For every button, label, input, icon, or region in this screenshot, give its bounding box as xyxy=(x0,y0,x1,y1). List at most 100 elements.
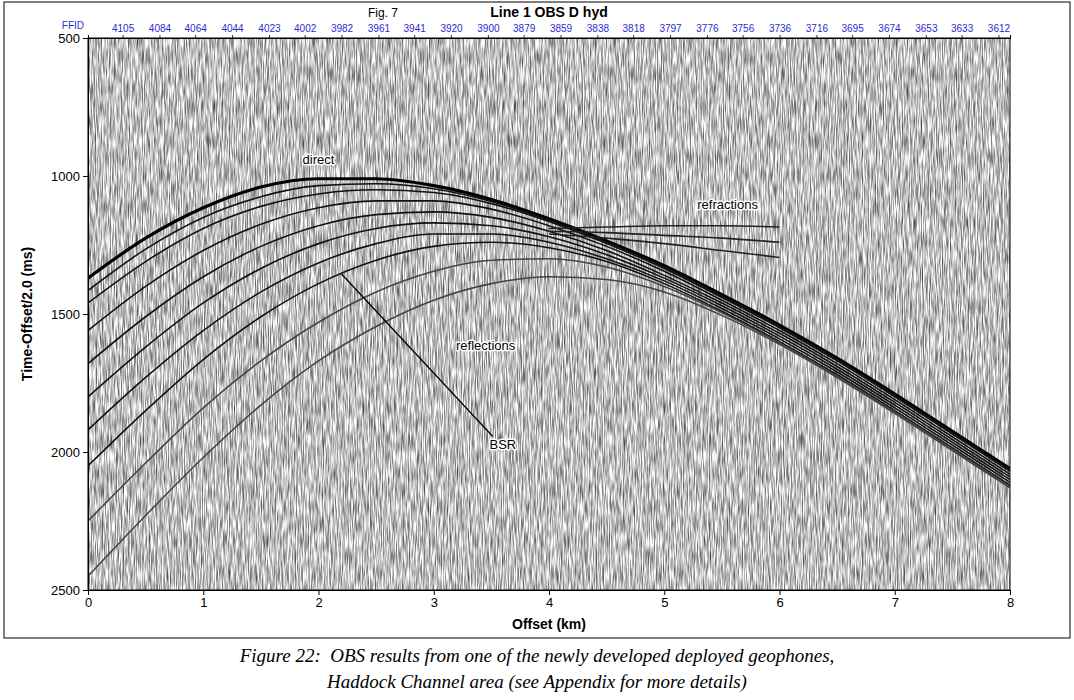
y-tick: 1000 xyxy=(51,169,88,184)
ffid-tick: 3674 xyxy=(878,23,901,38)
y-tick-label: 1500 xyxy=(51,307,80,322)
x-tick-label: 6 xyxy=(776,595,783,610)
ffid-tick-label: 3756 xyxy=(732,23,755,34)
y-tick: 500 xyxy=(58,31,88,46)
ffid-tick-label: 3797 xyxy=(659,23,682,34)
ffid-tick: 3797 xyxy=(659,23,682,38)
ffid-tick-label: 4064 xyxy=(185,23,208,34)
ffid-tick: 3653 xyxy=(915,23,938,38)
ffid-tick: 4084 xyxy=(149,23,172,38)
title: Line 1 OBS D hyd xyxy=(490,4,607,20)
ffid-tick-label: 3776 xyxy=(696,23,719,34)
ffid-tick: 3716 xyxy=(806,23,829,38)
seismic-event xyxy=(88,259,1010,521)
ffid-tick-label: 4044 xyxy=(221,23,244,34)
ffid-tick: 3920 xyxy=(440,23,463,38)
seismic-event xyxy=(88,212,1010,477)
x-tick-label: 5 xyxy=(661,595,668,610)
x-tick: 3 xyxy=(431,590,438,610)
ffid-tick-label: 3818 xyxy=(623,23,646,34)
ffid-tick-label: 3941 xyxy=(404,23,427,34)
events xyxy=(88,179,1010,576)
ffid-tick-label: 3859 xyxy=(550,23,573,34)
caption-line: Figure 22: OBS results from one of the n… xyxy=(239,645,835,666)
seismic-event xyxy=(88,223,1010,480)
x-tick: 5 xyxy=(661,590,668,610)
ffid-tick: 4064 xyxy=(185,23,208,38)
ffid-tick-label: 4105 xyxy=(112,23,135,34)
figure: 0123456785001000150020002500410540844064… xyxy=(0,0,1074,700)
ffid-tick-label: 3900 xyxy=(477,23,500,34)
ffid-tick: 4105 xyxy=(112,23,135,38)
x-tick-label: 4 xyxy=(546,595,553,610)
x-axis-title: Offset (km) xyxy=(512,616,586,632)
ffid-tick: 3941 xyxy=(404,23,427,38)
figure-label: Fig. 7 xyxy=(368,6,398,20)
ffid-tick-label: 3653 xyxy=(915,23,938,34)
x-tick: 7 xyxy=(892,590,899,610)
annotation: direct xyxy=(303,152,335,167)
x-tick-label: 3 xyxy=(431,595,438,610)
y-axis: 500 1000 1500 2000 2500 xyxy=(51,31,88,598)
y-tick: 2500 xyxy=(51,583,88,598)
seismic-event xyxy=(88,277,1010,576)
ffid-tick-label: 3633 xyxy=(951,23,974,34)
x-tick: 2 xyxy=(315,590,322,610)
ffid-tick-label: 4084 xyxy=(149,23,172,34)
caption-line: Haddock Channel area (see Appendix for m… xyxy=(326,671,747,693)
ffid-tick: 3982 xyxy=(331,23,354,38)
y-tick: 2000 xyxy=(51,445,88,460)
ffid-tick: 3879 xyxy=(513,23,536,38)
ffid-tick: 3633 xyxy=(951,23,974,38)
ffid-tick: 3838 xyxy=(587,23,610,38)
y-tick-mark xyxy=(83,314,88,315)
x-tick-label: 2 xyxy=(315,595,322,610)
leader-line xyxy=(342,274,493,436)
seismic-event xyxy=(549,226,780,229)
ffid-tick-label: 3716 xyxy=(806,23,829,34)
ffid-tick: 3900 xyxy=(477,23,500,38)
seismic-event xyxy=(549,234,780,257)
y-tick-label: 2000 xyxy=(51,445,80,460)
ffid-tick-label: 3879 xyxy=(513,23,536,34)
ffid-tick: 4002 xyxy=(294,23,317,38)
ffid-tick: 3756 xyxy=(732,23,755,38)
ffid-tick: 3612 xyxy=(988,23,1011,38)
noise-background xyxy=(88,38,1010,590)
plot-frame xyxy=(88,38,1010,590)
seismic-event xyxy=(88,234,1010,482)
y-tick-label: 500 xyxy=(58,31,80,46)
ffid-tick-label: 4023 xyxy=(258,23,281,34)
ffid-tick: 4044 xyxy=(221,23,244,38)
ffid-tick-label: 4002 xyxy=(294,23,317,34)
y-tick: 1500 xyxy=(51,307,88,322)
ffid-tick: 3776 xyxy=(696,23,719,38)
seismic-event xyxy=(88,242,1010,485)
x-tick: 6 xyxy=(776,590,783,610)
y-tick-label: 2500 xyxy=(51,583,80,598)
x-axis: 012345678 xyxy=(85,590,1014,610)
ffid-tick-label: 3920 xyxy=(440,23,463,34)
ffid-tick: 3961 xyxy=(368,23,391,38)
ffid-tick-label: 3838 xyxy=(587,23,610,34)
x-tick: 8 xyxy=(1007,590,1014,610)
y-tick-mark xyxy=(83,38,88,39)
ffid-tick: 4023 xyxy=(258,23,281,38)
y-tick-mark xyxy=(83,176,88,177)
ffid-tick-label: 3674 xyxy=(878,23,901,34)
ffid-tick-label: 3982 xyxy=(331,23,354,34)
ffid-tick-label: 3961 xyxy=(368,23,391,34)
y-tick-mark xyxy=(83,590,88,591)
y-axis-title: Time-Offset/2.0 (ms) xyxy=(19,247,35,381)
annotation: BSR xyxy=(490,437,517,452)
ffid-tick-label: 3612 xyxy=(988,23,1011,34)
ffid-tick-label: 3736 xyxy=(769,23,792,34)
ffid-tick: 3736 xyxy=(769,23,792,38)
y-tick-mark xyxy=(83,452,88,453)
ffid-tick: 3695 xyxy=(841,23,864,38)
ffid-tick: 3818 xyxy=(623,23,646,38)
ffid-axis: 4105 4084 4064 4044 4023 4002 3982 3961 3941 3920… xyxy=(89,23,1011,39)
ffid-tick-label: 3695 xyxy=(841,23,864,34)
figure-border xyxy=(4,2,1070,638)
x-tick-label: 1 xyxy=(200,595,207,610)
